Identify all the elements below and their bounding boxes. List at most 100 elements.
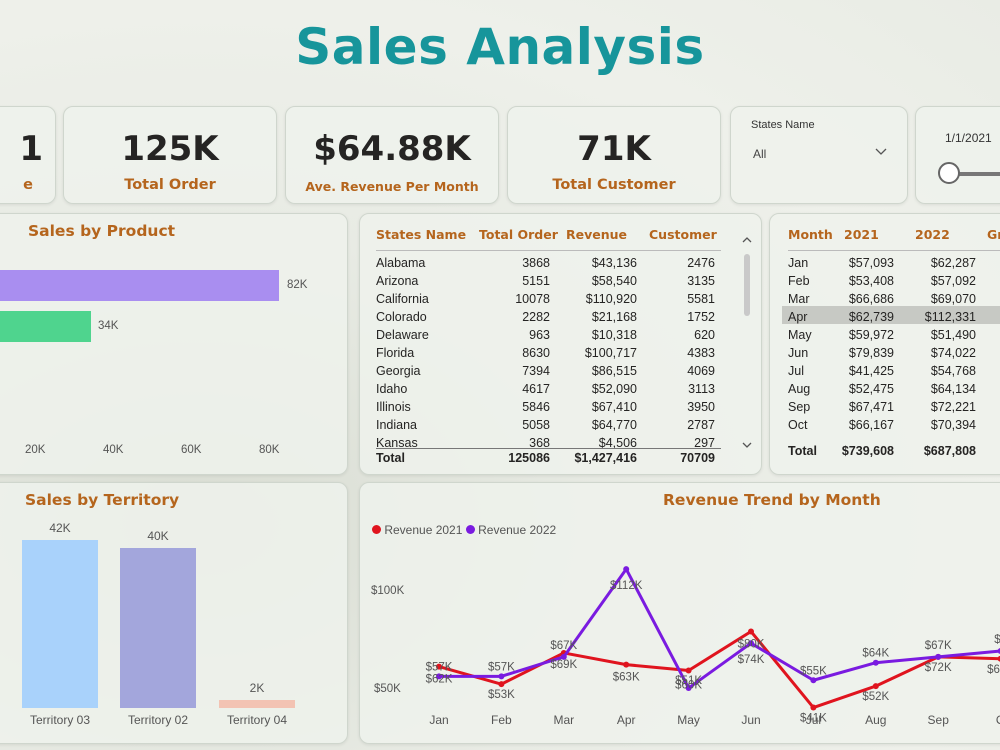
col-header-customer[interactable]: Customer	[649, 227, 717, 242]
data-point[interactable]	[623, 661, 630, 668]
data-point[interactable]	[997, 655, 1000, 662]
data-point[interactable]	[498, 681, 505, 688]
table-total-row: Total 125086 $1,427,416 70709	[376, 448, 721, 467]
kpi-value: $64.88K	[313, 129, 471, 169]
date-slicer[interactable]: 1/1/2021	[915, 106, 1000, 204]
territory-bar[interactable]	[219, 700, 295, 708]
data-point[interactable]	[498, 673, 505, 680]
table-row[interactable]: Colorado 2282 $21,168 1752	[376, 308, 721, 326]
x-tick-label: 80K	[259, 444, 280, 456]
data-point[interactable]	[685, 667, 692, 674]
table-row[interactable]: California 10078 $110,920 5581	[376, 290, 721, 308]
data-point[interactable]	[872, 683, 879, 690]
product-bar[interactable]	[0, 270, 279, 301]
data-point[interactable]	[997, 648, 1000, 654]
table-row[interactable]: Jan $57,093 $62,287	[788, 254, 1000, 272]
col-header-state[interactable]: States Name	[376, 227, 467, 242]
territory-bar-chart: 42K Territory 03 40K Territory 02 2K Territor…	[22, 521, 295, 727]
data-point[interactable]	[872, 659, 879, 666]
table-row[interactable]: Jun $79,839 $74,022	[788, 344, 1000, 362]
cell-customer: 2787	[687, 418, 715, 432]
cell-2022: $54,768	[930, 364, 976, 378]
cell-customer: 5581	[687, 292, 715, 306]
x-tick-label: Mar	[553, 713, 574, 727]
kpi-card-revenue[interactable]: 1 e	[0, 106, 56, 204]
states-dropdown-value: All	[753, 147, 767, 161]
total-label: Total	[376, 451, 405, 465]
cell-revenue: $110,920	[585, 292, 637, 306]
table-row[interactable]: Oct $66,167 $70,394	[788, 416, 1000, 434]
series-line[interactable]	[439, 567, 1000, 690]
table-row[interactable]: Indiana 5058 $64,770 2787	[376, 416, 721, 434]
table-row[interactable]: Florida 8630 $100,717 4383	[376, 344, 721, 362]
table-row[interactable]: Idaho 4617 $52,090 3113	[376, 380, 721, 398]
territory-bar[interactable]	[120, 548, 196, 708]
col-header-2022[interactable]: 2022	[915, 227, 950, 242]
cell-month: Oct	[788, 418, 808, 432]
table-row[interactable]: Alabama 3868 $43,136 2476	[376, 254, 721, 272]
kpi-card-total-customer[interactable]: 71K Total Customer	[507, 106, 721, 204]
cell-month: Mar	[788, 292, 810, 306]
table-row[interactable]: Sep $67,471 $72,221	[788, 398, 1000, 416]
table-row[interactable]: Feb $53,408 $57,092	[788, 272, 1000, 290]
data-point[interactable]	[810, 704, 817, 711]
table-row[interactable]: Apr $62,739 $112,331	[788, 308, 1000, 326]
data-point[interactable]	[436, 663, 442, 670]
legend-label: Revenue 2022	[478, 523, 557, 537]
states-dropdown[interactable]: All	[751, 143, 891, 165]
x-tick-label: 60K	[181, 444, 202, 456]
table-row[interactable]: Delaware 963 $10,318 620	[376, 326, 721, 344]
total-2022: $687,808	[923, 444, 976, 458]
data-point[interactable]	[436, 673, 442, 680]
col-header-revenue[interactable]: Revenue	[566, 227, 628, 242]
data-label: $69K	[550, 659, 577, 671]
table-row[interactable]: Aug $52,475 $64,134	[788, 380, 1000, 398]
col-header-growth[interactable]: Gr	[987, 227, 1000, 242]
data-point[interactable]	[935, 653, 942, 660]
col-header-total-order[interactable]: Total Order	[479, 227, 558, 242]
date-slider-handle[interactable]	[938, 162, 960, 184]
table-row[interactable]: Illinois 5846 $67,410 3950	[376, 398, 721, 416]
x-tick-label: Feb	[491, 713, 512, 727]
scroll-up-icon[interactable]	[741, 232, 753, 250]
kpi-card-avg-revenue[interactable]: $64.88K Ave. Revenue Per Month	[285, 106, 499, 204]
data-point[interactable]	[748, 640, 754, 647]
data-point[interactable]	[560, 653, 567, 660]
chevron-down-icon	[873, 143, 889, 164]
series-line[interactable]	[438, 630, 1000, 710]
states-filter[interactable]: States Name All	[730, 106, 908, 204]
kpi-card-total-order[interactable]: 125K Total Order	[63, 106, 277, 204]
legend-item-2022[interactable]: Revenue 2022	[465, 523, 557, 537]
cell-revenue: $4,506	[598, 436, 637, 450]
page-title: Sales Analysis	[295, 18, 705, 76]
legend-item-2021[interactable]: Revenue 2021	[372, 523, 466, 537]
product-bar[interactable]	[0, 311, 91, 342]
scrollbar-thumb[interactable]	[744, 254, 750, 316]
cell-month: Feb	[788, 274, 810, 288]
cell-state: Colorado	[376, 310, 427, 324]
data-point[interactable]	[623, 566, 630, 573]
x-tick-label: 40K	[103, 444, 124, 456]
revenue-line-chart: Jan Feb Mar Apr May Jun Jul Aug Sep O $62K $53K $69K…	[426, 566, 1000, 727]
table-row[interactable]: Jul $41,425 $54,768	[788, 362, 1000, 380]
table-row[interactable]: Georgia 7394 $86,515 4069	[376, 362, 721, 380]
scroll-down-icon[interactable]	[741, 437, 753, 455]
table-row[interactable]: Mar $66,686 $69,070	[788, 290, 1000, 308]
cell-2021: $67,471	[848, 400, 894, 414]
table-row[interactable]: May $59,972 $51,490	[788, 326, 1000, 344]
data-point[interactable]	[748, 628, 754, 635]
col-header-month[interactable]: Month	[788, 227, 833, 242]
cell-2022: $74,022	[930, 346, 976, 360]
cell-state: Alabama	[376, 256, 426, 270]
cell-total-order: 5846	[522, 400, 550, 414]
table-row[interactable]: Arizona 5151 $58,540 3135	[376, 272, 721, 290]
col-header-2021[interactable]: 2021	[844, 227, 879, 242]
data-point[interactable]	[685, 685, 692, 692]
date-slider-track[interactable]	[946, 172, 1000, 176]
data-point[interactable]	[810, 677, 817, 684]
x-tick-label: Territory 03	[30, 713, 90, 727]
kpi-value: 1	[19, 129, 43, 169]
table-row[interactable]: Kansas 368 $4,506 297	[376, 434, 721, 452]
territory-bar[interactable]	[22, 540, 98, 708]
sales-by-territory-panel: Sales by Territory 42K Territory 03 40K Ter…	[0, 482, 348, 744]
